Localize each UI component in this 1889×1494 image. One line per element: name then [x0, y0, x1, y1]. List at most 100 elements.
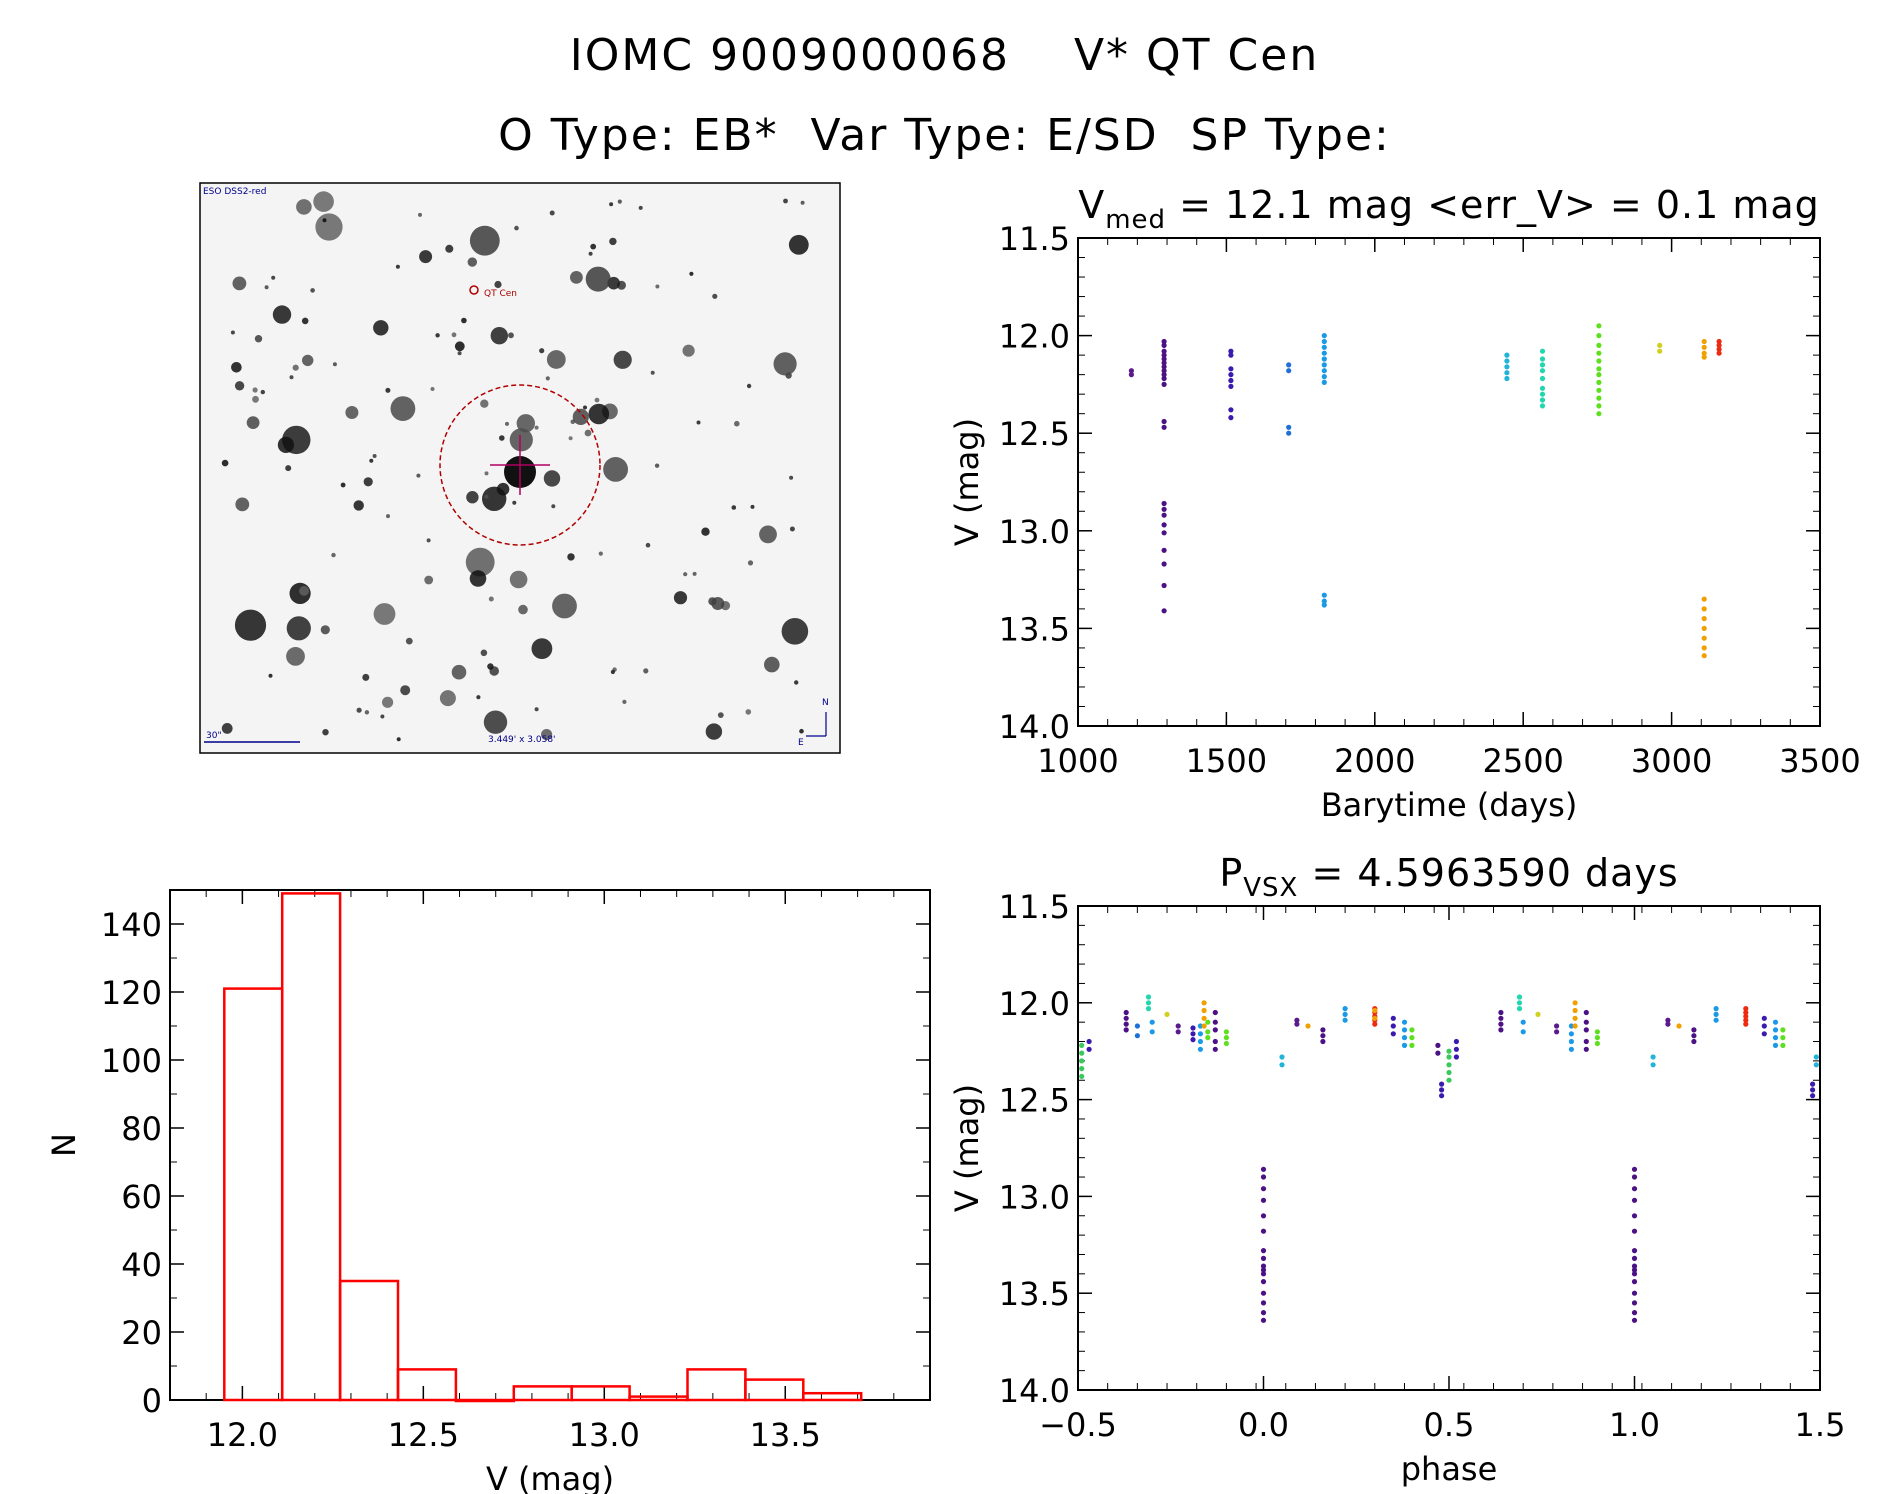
data-point	[1446, 1077, 1452, 1083]
data-point	[1079, 1073, 1085, 1079]
star-dot	[552, 593, 577, 619]
data-point	[1161, 424, 1167, 430]
data-point	[1161, 342, 1167, 348]
y-tick-label: 12.0	[999, 985, 1070, 1023]
data-point	[1086, 1038, 1092, 1045]
data-point	[1716, 350, 1722, 356]
data-point	[1149, 1019, 1155, 1025]
star-dot	[543, 470, 561, 487]
data-point	[1583, 1027, 1589, 1033]
data-point	[1409, 1035, 1415, 1041]
data-point	[1498, 1015, 1504, 1021]
data-point	[1201, 1015, 1207, 1021]
data-point	[1498, 1027, 1504, 1033]
y-tick-label: 13.5	[999, 1275, 1070, 1313]
star-dot	[788, 234, 809, 255]
star-dot	[382, 696, 394, 708]
star-dot	[419, 250, 433, 264]
data-point	[1134, 1023, 1140, 1029]
star-dot	[390, 396, 416, 421]
star-dot	[545, 376, 550, 381]
star-dot	[734, 420, 740, 427]
data-point	[1201, 1023, 1207, 1029]
data-point	[1650, 1062, 1656, 1068]
data-point	[1320, 1038, 1326, 1045]
star-dot	[469, 570, 487, 587]
star-dot	[234, 381, 245, 391]
data-point	[1701, 653, 1707, 659]
star-dot	[800, 200, 805, 205]
histogram-bar	[223, 987, 284, 1402]
size-label: 3.449' x 3.058'	[488, 735, 556, 745]
star-dot	[750, 504, 755, 509]
data-point	[1205, 1029, 1211, 1035]
star-dot	[439, 690, 456, 707]
star-dot	[534, 707, 539, 712]
data-point	[1161, 356, 1167, 362]
star-dot	[689, 271, 694, 276]
data-point	[1716, 338, 1722, 345]
data-point	[1701, 338, 1707, 345]
star-dot	[546, 350, 566, 369]
data-point	[1446, 1048, 1452, 1054]
star-dot	[711, 597, 725, 610]
histogram-bar	[338, 1279, 400, 1402]
star-dot	[610, 669, 616, 675]
north-label: N	[822, 698, 829, 708]
x-tick-label: 1000	[1037, 742, 1118, 780]
histogram-bar	[628, 1395, 689, 1402]
data-point	[1161, 364, 1167, 370]
star-dot	[603, 457, 628, 482]
data-point	[1161, 582, 1167, 589]
star-dot	[622, 699, 627, 705]
data-point	[1446, 1062, 1452, 1068]
plot-title: Vmed = 12.1 mag <err_V> = 0.1 mag	[1078, 183, 1820, 235]
target-circle	[439, 384, 601, 546]
star-dot	[221, 723, 233, 734]
data-point	[1594, 1035, 1600, 1041]
data-point	[1320, 1033, 1326, 1039]
star-dot	[588, 403, 610, 425]
data-point	[1701, 625, 1707, 632]
data-point	[1342, 1011, 1348, 1018]
star-dot	[570, 271, 583, 284]
star-dot	[331, 552, 336, 558]
data-point	[1631, 1255, 1638, 1261]
data-point	[1190, 1025, 1196, 1031]
x-axis-label: V (mag)	[486, 1460, 614, 1494]
data-point	[1401, 1019, 1408, 1025]
star-dot	[395, 264, 400, 269]
star-dot	[373, 603, 396, 625]
chart-title-line2: O Type: EB* Var Type: E/SD SP Type:	[498, 110, 1391, 161]
star-dot	[551, 504, 556, 509]
star-dot	[231, 362, 242, 373]
data-point	[1772, 1019, 1779, 1025]
data-point	[1228, 383, 1234, 389]
star-dot	[292, 364, 299, 371]
star-dot	[363, 477, 373, 487]
data-point	[1197, 1031, 1203, 1037]
star-dot	[654, 463, 660, 468]
star-dot	[745, 709, 752, 715]
plot-frame	[1077, 237, 1821, 727]
star-dot	[254, 335, 263, 343]
data-point	[1161, 530, 1167, 536]
data-point	[1539, 397, 1546, 403]
star-dot	[252, 395, 259, 403]
data-point	[1161, 512, 1167, 518]
data-point	[1161, 381, 1167, 387]
data-point	[1516, 994, 1523, 1000]
star-dot	[322, 729, 329, 736]
data-point	[1596, 323, 1602, 329]
x-tick-label: 12.0	[207, 1416, 278, 1454]
data-point	[1321, 374, 1327, 380]
data-point	[1761, 1023, 1767, 1029]
star-dot	[362, 673, 370, 681]
data-point	[1260, 1186, 1267, 1192]
star-dot	[655, 284, 660, 289]
data-point	[1572, 1000, 1578, 1006]
star-dot	[572, 408, 589, 425]
star-dot	[418, 212, 422, 217]
star-dot	[638, 205, 643, 210]
star-dot	[372, 454, 377, 458]
